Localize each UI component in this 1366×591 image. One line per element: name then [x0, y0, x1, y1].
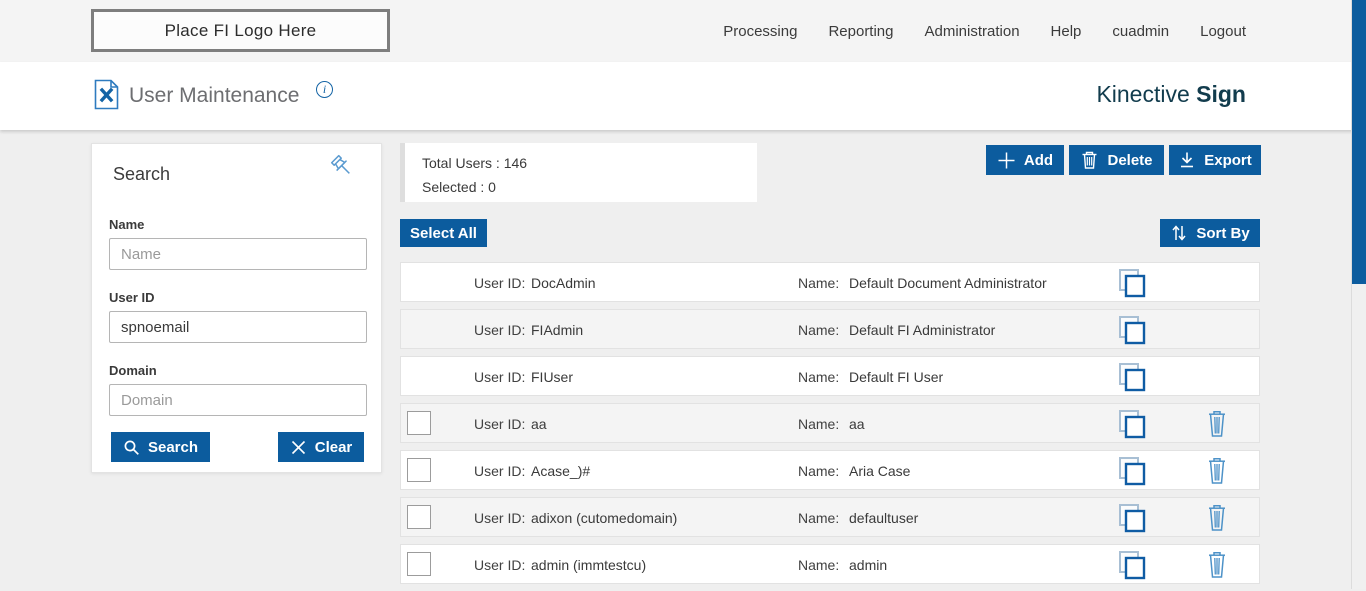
- name-label: Name:: [798, 275, 840, 291]
- nav-cuadmin[interactable]: cuadmin: [1112, 22, 1170, 40]
- user-maintenance-tools-icon: [94, 79, 119, 115]
- user-id-field-label: User ID: [109, 290, 155, 305]
- copy-user-icon[interactable]: [1117, 456, 1147, 491]
- row-checkbox[interactable]: [407, 411, 431, 435]
- user-id-label: User ID:: [474, 463, 526, 479]
- user-id-value: Acase_)#: [531, 463, 591, 479]
- name-value: aa: [849, 416, 865, 432]
- domain-input[interactable]: [109, 384, 367, 416]
- row-checkbox[interactable]: [407, 505, 431, 529]
- domain-field-label: Domain: [109, 363, 157, 378]
- user-id-value: FIUser: [531, 369, 573, 385]
- vertical-scrollbar[interactable]: [1351, 0, 1366, 589]
- user-id-value: aa: [531, 416, 547, 432]
- name-value: defaultuser: [849, 510, 919, 526]
- user-row: User ID: adixon (cutomedomain) Name: def…: [400, 497, 1260, 537]
- copy-user-icon[interactable]: [1117, 550, 1147, 585]
- user-id-label: User ID:: [474, 416, 526, 432]
- user-id-label: User ID:: [474, 557, 526, 573]
- user-id-label: User ID:: [474, 369, 526, 385]
- select-all-button[interactable]: Select All: [400, 219, 487, 247]
- clear-button[interactable]: Clear: [278, 432, 364, 462]
- info-icon[interactable]: i: [316, 81, 333, 98]
- delete-user-icon[interactable]: [1204, 503, 1230, 538]
- brand-name: Kinective: [1096, 81, 1190, 107]
- user-row: User ID: FIUser Name: Default FI User: [400, 356, 1260, 396]
- user-row: User ID: FIAdmin Name: Default FI Admini…: [400, 309, 1260, 349]
- plus-icon: [998, 152, 1015, 168]
- search-button[interactable]: Search: [111, 432, 210, 462]
- user-id-label: User ID:: [474, 510, 526, 526]
- delete-user-icon[interactable]: [1204, 456, 1230, 491]
- user-id-value: DocAdmin: [531, 275, 596, 291]
- sort-arrows-icon: [1172, 225, 1186, 241]
- row-checkbox[interactable]: [407, 552, 431, 576]
- fi-logo-text: Place FI Logo Here: [164, 20, 317, 40]
- search-panel: Search Name User ID Domain Search Clear: [91, 143, 382, 473]
- user-row: User ID: admin (immtestcu) Name: admin: [400, 544, 1260, 584]
- name-label: Name:: [798, 463, 840, 479]
- name-label: Name:: [798, 510, 840, 526]
- brand-logo: Kinective Sign: [1096, 81, 1246, 108]
- search-panel-title: Search: [113, 164, 171, 184]
- delete-user-icon[interactable]: [1204, 409, 1230, 444]
- copy-user-icon[interactable]: [1117, 503, 1147, 538]
- name-value: Default FI Administrator: [849, 322, 996, 338]
- search-icon: [124, 440, 139, 455]
- summary-box: Total Users : 146 Selected : 0: [400, 143, 757, 202]
- page-title: User Maintenance: [129, 84, 300, 107]
- user-list: User ID: DocAdmin Name: Default Document…: [400, 262, 1260, 591]
- row-checkbox[interactable]: [407, 458, 431, 482]
- delete-user-icon[interactable]: [1204, 550, 1230, 585]
- add-button[interactable]: Add: [986, 145, 1064, 175]
- name-value: Default Document Administrator: [849, 275, 1047, 291]
- copy-user-icon[interactable]: [1117, 409, 1147, 444]
- brand-product: Sign: [1196, 81, 1246, 107]
- pin-icon[interactable]: [327, 154, 357, 189]
- name-value: admin: [849, 557, 888, 573]
- name-label: Name:: [798, 416, 840, 432]
- fi-logo-placeholder: Place FI Logo Here: [91, 9, 390, 52]
- trash-icon: [1082, 151, 1097, 169]
- nav-reporting[interactable]: Reporting: [828, 22, 894, 40]
- user-id-value: admin (immtestcu): [531, 557, 647, 573]
- nav-administration[interactable]: Administration: [924, 22, 1020, 40]
- name-value: Default FI User: [849, 369, 944, 385]
- name-field-label: Name: [109, 217, 145, 232]
- export-button[interactable]: Export: [1169, 145, 1261, 175]
- scrollbar-thumb[interactable]: [1352, 0, 1366, 284]
- name-value: Aria Case: [849, 463, 911, 479]
- selected-count: Selected : 0: [422, 179, 496, 195]
- user-id-label: User ID:: [474, 275, 526, 291]
- user-row: User ID: DocAdmin Name: Default Document…: [400, 262, 1260, 302]
- top-nav: Processing Reporting Administration Help…: [723, 0, 1246, 62]
- page-header: User Maintenance i Kinective Sign: [0, 62, 1366, 130]
- name-label: Name:: [798, 322, 840, 338]
- delete-button[interactable]: Delete: [1069, 145, 1164, 175]
- user-row: User ID: Acase_)# Name: Aria Case: [400, 450, 1260, 490]
- name-input[interactable]: [109, 238, 367, 270]
- name-label: Name:: [798, 557, 840, 573]
- user-id-value: FIAdmin: [531, 322, 584, 338]
- download-icon: [1181, 152, 1194, 168]
- nav-help[interactable]: Help: [1050, 22, 1082, 40]
- user-id-value: adixon (cutomedomain): [531, 510, 678, 526]
- user-id-input[interactable]: [109, 311, 367, 343]
- top-bar: Place FI Logo Here Processing Reporting …: [0, 0, 1366, 62]
- x-icon: [291, 440, 305, 454]
- copy-user-icon[interactable]: [1117, 315, 1147, 350]
- copy-user-icon[interactable]: [1117, 268, 1147, 303]
- sort-by-button[interactable]: Sort By: [1160, 219, 1260, 247]
- copy-user-icon[interactable]: [1117, 362, 1147, 397]
- nav-logout[interactable]: Logout: [1200, 22, 1246, 40]
- user-row: User ID: aa Name: aa: [400, 403, 1260, 443]
- nav-processing[interactable]: Processing: [723, 22, 798, 40]
- total-users-count: Total Users : 146: [422, 155, 528, 171]
- user-id-label: User ID:: [474, 322, 526, 338]
- name-label: Name:: [798, 369, 840, 385]
